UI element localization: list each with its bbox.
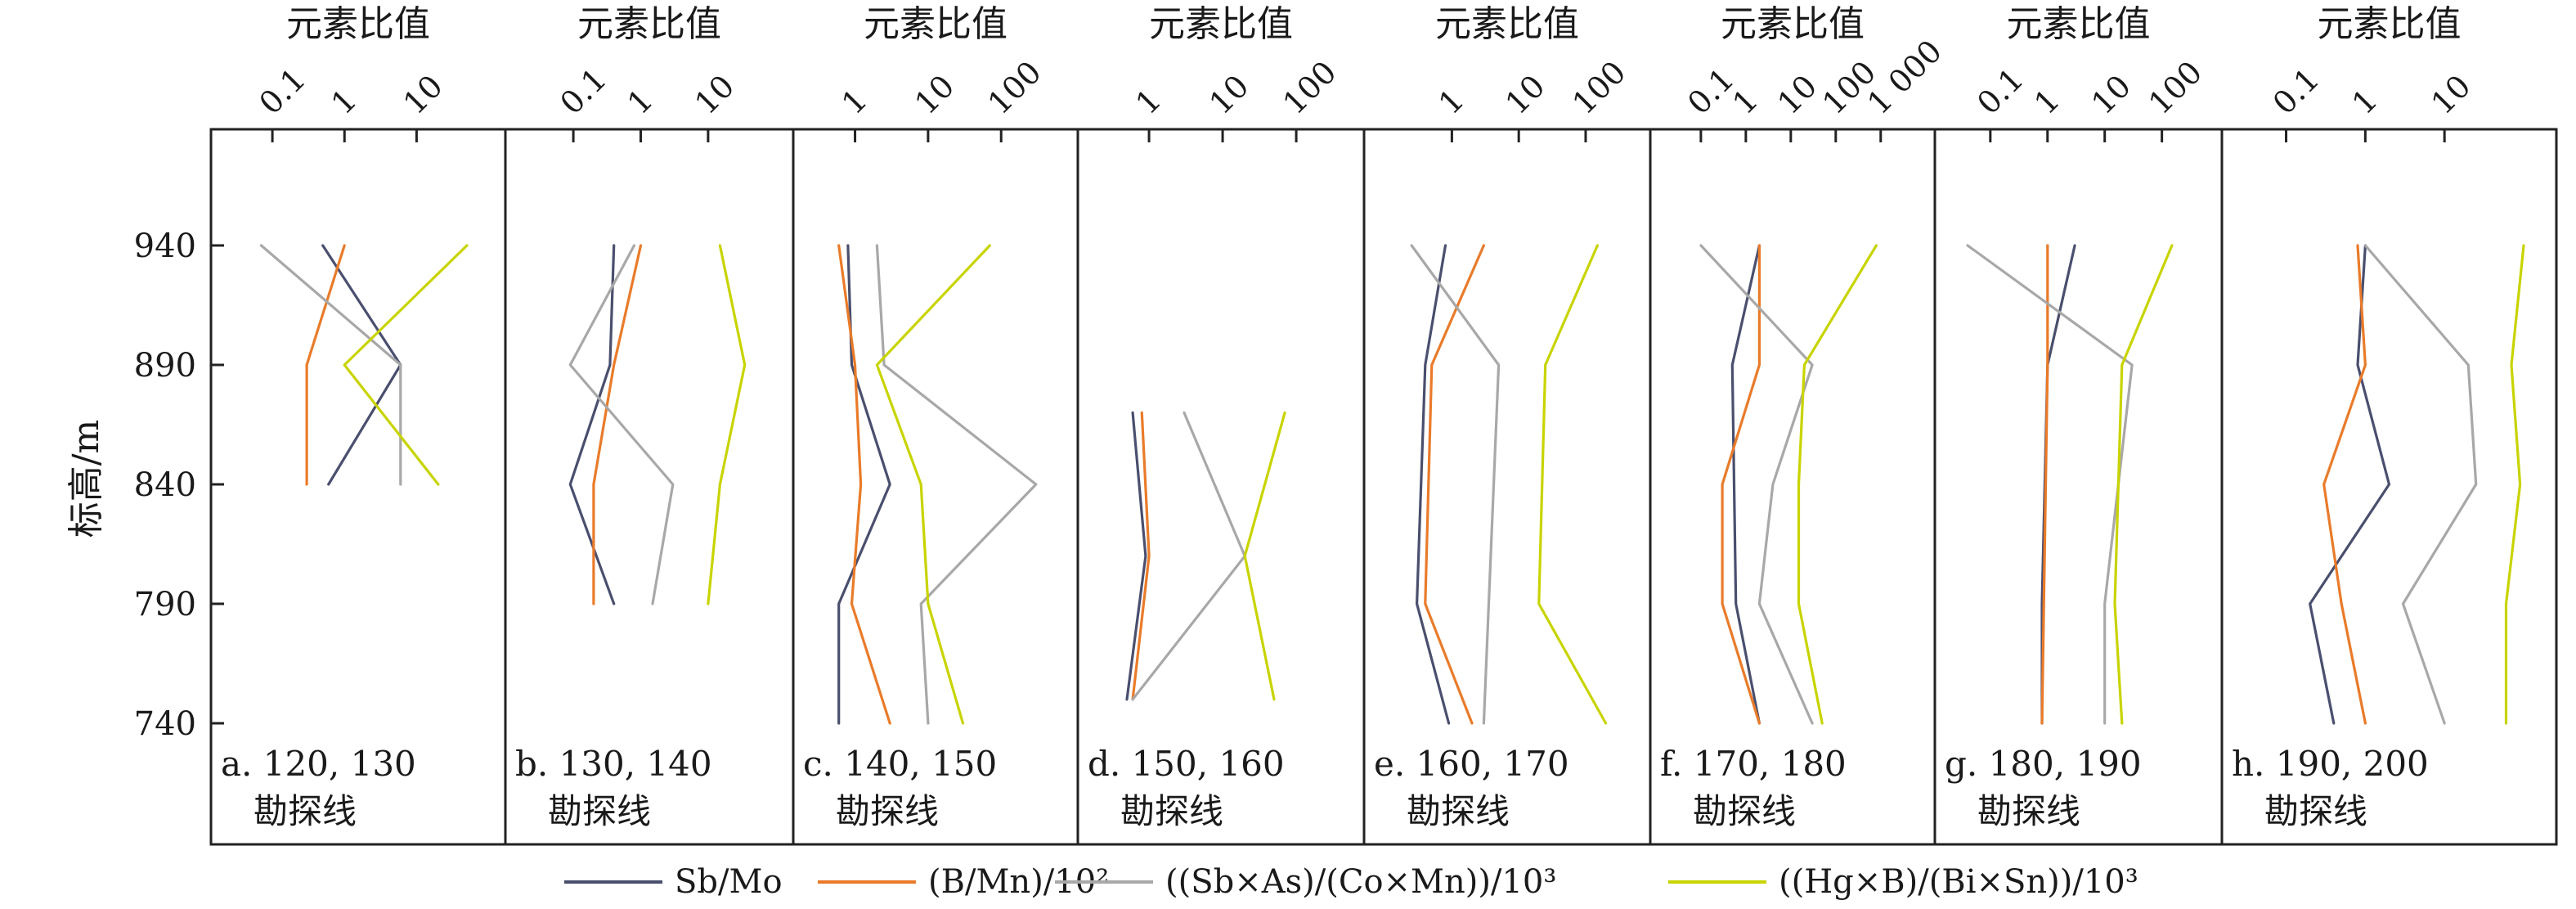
panel-line-label: 勘探线: [548, 791, 651, 831]
series-line: [1125, 411, 1147, 701]
series-line: [1131, 411, 1151, 701]
y-tick-label: 740: [134, 705, 196, 743]
series-line: [2363, 244, 2478, 725]
series-line: [1721, 244, 1761, 725]
panel-label: b. 130, 140: [515, 744, 712, 784]
panel-line-label: 勘探线: [1693, 791, 1796, 831]
panel-line-label: 勘探线: [1120, 791, 1223, 831]
legend-label: ((Hg×B)/(Bi×Sn))/10³: [1779, 863, 2138, 901]
panel-title: 元素比值: [2318, 3, 2462, 45]
series-line: [1410, 244, 1501, 725]
series-line: [259, 244, 402, 486]
series-line: [1797, 244, 1878, 725]
panel-title: 元素比值: [1149, 3, 1293, 45]
y-tick-label: 840: [134, 466, 196, 504]
series-line: [1730, 244, 1761, 725]
panel-title: 元素比值: [1435, 3, 1579, 45]
series-line: [305, 244, 346, 486]
series-line: [1243, 411, 1286, 701]
panel-label: d. 150, 160: [1088, 744, 1285, 784]
series-line: [343, 244, 469, 486]
y-tick-label: 940: [134, 227, 196, 265]
panel-line-label: 勘探线: [254, 791, 357, 831]
series-line: [568, 244, 675, 605]
panel-title: 元素比值: [1721, 3, 1865, 45]
series-line: [875, 244, 1038, 725]
series-line: [1537, 244, 1608, 725]
series-line: [707, 244, 747, 605]
series-line: [1699, 244, 1814, 725]
legend: Sb/Mo (B/Mn)/10² ((Sb×As)/(Co×Mn))/10³ ((Hg…: [564, 863, 2138, 901]
panel-label: c. 140, 150: [803, 744, 997, 784]
series-line: [1415, 244, 1451, 725]
panel-line-label: 勘探线: [836, 791, 939, 831]
panel-line-label: 勘探线: [2264, 791, 2367, 831]
y-tick-label: 790: [134, 586, 196, 623]
panel-line-label: 勘探线: [1407, 791, 1510, 831]
panel-label: g. 180, 190: [1945, 744, 2142, 784]
y-axis-label: 标高/m: [65, 420, 107, 538]
panel-title: 元素比值: [2007, 3, 2151, 45]
plot-border: [209, 128, 2558, 846]
series-line: [2322, 244, 2367, 725]
series-line: [2113, 244, 2174, 725]
y-tick-label: 890: [134, 347, 196, 385]
series-line: [592, 244, 643, 605]
series-line: [1424, 244, 1486, 725]
panel-label: h. 190, 200: [2232, 744, 2429, 784]
legend-label: Sb/Mo: [675, 863, 783, 901]
panel-title: 元素比值: [864, 3, 1008, 45]
panel-label: a. 120, 130: [221, 744, 416, 784]
series-line: [875, 244, 992, 725]
panel-label: f. 170, 180: [1660, 744, 1847, 784]
plot-frame: [209, 128, 2558, 846]
legend-label: ((Sb×As)/(Co×Mn))/10³: [1165, 863, 1556, 901]
series-line: [2504, 244, 2525, 725]
panel-title: 元素比值: [577, 3, 721, 45]
series-line: [2040, 244, 2049, 725]
elevation-axis: 940 890 840 790 740: [134, 227, 224, 743]
panel-line-label: 勘探线: [1977, 791, 2080, 831]
panel-title: 元素比值: [286, 3, 430, 45]
series-line: [2309, 244, 2391, 725]
series-line: [568, 244, 616, 605]
panel-label: e. 160, 170: [1374, 744, 1569, 784]
series-line: [837, 244, 891, 725]
